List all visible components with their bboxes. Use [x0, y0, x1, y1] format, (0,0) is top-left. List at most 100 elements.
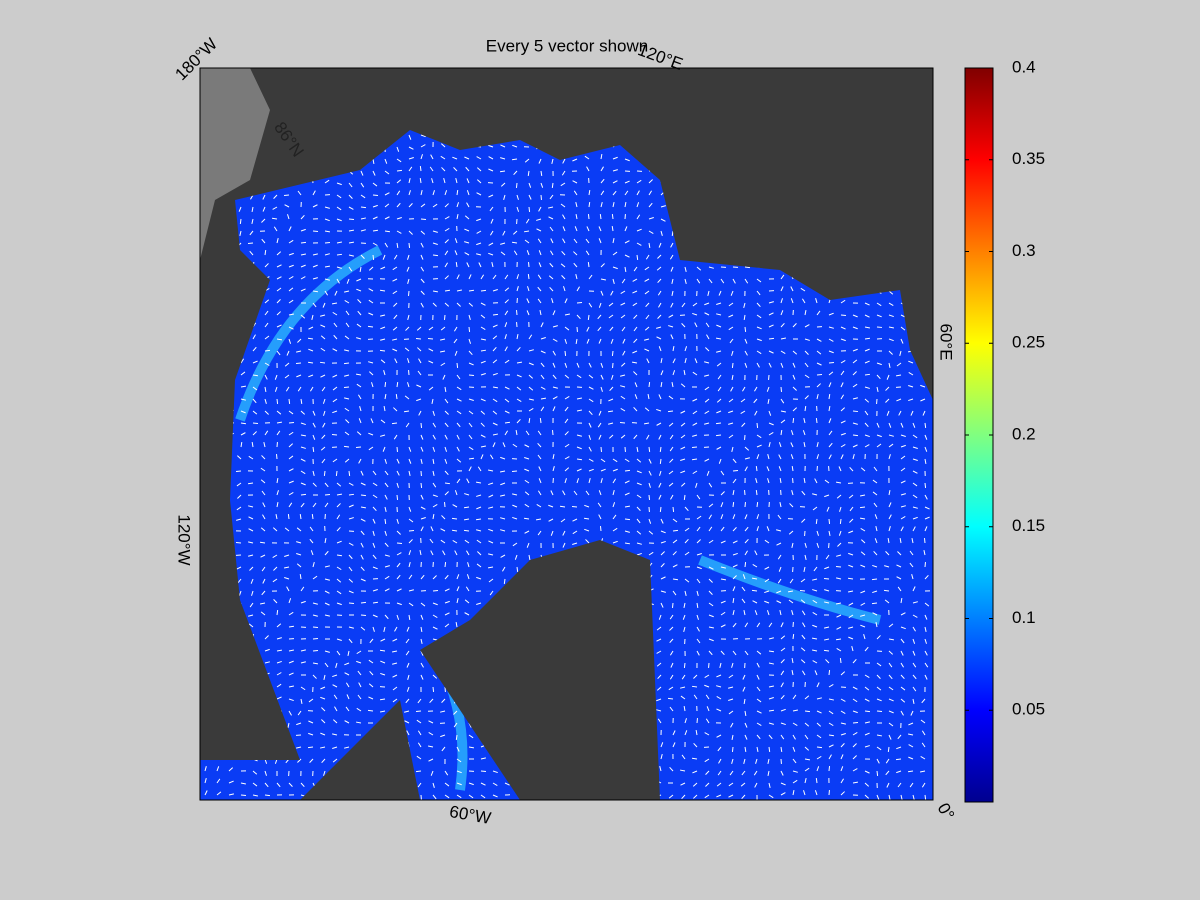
- vector: [656, 686, 662, 691]
- vector: [420, 506, 426, 510]
- vector: [456, 274, 460, 280]
- vector: [814, 478, 818, 484]
- vector: [828, 744, 834, 748]
- vector: [744, 362, 748, 368]
- vector: [300, 241, 307, 244]
- vector: [320, 732, 326, 736]
- vector: [768, 650, 775, 653]
- vector: [264, 374, 268, 380]
- vector: [308, 348, 314, 352]
- vector: [828, 754, 832, 760]
- vector: [708, 566, 714, 570]
- vector: [444, 410, 449, 415]
- vector: [644, 278, 650, 282]
- vector: [453, 722, 458, 728]
- vector: [524, 530, 530, 534]
- vector: [562, 214, 566, 220]
- vector: [524, 457, 530, 460]
- vector: [372, 170, 376, 176]
- vector: [728, 422, 734, 425]
- vector: [693, 694, 698, 700]
- vector: [312, 190, 316, 196]
- vector: [900, 515, 906, 520]
- vector: [588, 386, 594, 390]
- vector: [756, 290, 761, 296]
- vector: [384, 542, 389, 548]
- vector: [480, 338, 486, 341]
- vector: [624, 530, 630, 533]
- vector: [780, 286, 784, 292]
- vector: [372, 494, 378, 499]
- vector: [900, 650, 904, 656]
- vector: [384, 458, 387, 464]
- vector: [576, 468, 582, 472]
- vector: [468, 734, 474, 739]
- vector: [756, 662, 760, 668]
- vector: [322, 302, 326, 308]
- vector: [756, 734, 761, 740]
- vector: [791, 610, 794, 616]
- vector: [537, 454, 542, 460]
- vector: [240, 441, 243, 448]
- vector: [744, 526, 749, 532]
- vector: [537, 286, 542, 292]
- vector: [888, 422, 892, 428]
- vector: [696, 278, 701, 284]
- vector: [612, 502, 616, 508]
- vector: [523, 230, 530, 233]
- vector: [480, 454, 484, 460]
- vector: [441, 746, 446, 752]
- vector: [561, 170, 566, 176]
- vector: [264, 410, 269, 415]
- vector: [840, 743, 845, 748]
- vector: [648, 202, 653, 208]
- vector: [276, 338, 283, 341]
- vector: [355, 721, 362, 724]
- vector: [835, 602, 842, 605]
- vector: [368, 659, 374, 664]
- vector: [672, 730, 676, 736]
- vector: [420, 516, 426, 520]
- vector: [731, 362, 734, 369]
- vector: [852, 434, 859, 437]
- vector: [564, 338, 568, 344]
- vector: [503, 578, 506, 585]
- vector: [308, 326, 314, 330]
- vector: [392, 686, 398, 691]
- vector: [764, 600, 770, 604]
- vector: [297, 338, 302, 343]
- vector: [612, 468, 618, 472]
- vector: [576, 286, 580, 292]
- vector: [419, 165, 422, 172]
- vector: [261, 566, 266, 572]
- vector: [883, 589, 890, 592]
- vector: [732, 501, 735, 508]
- vector: [636, 446, 639, 453]
- vector: [588, 478, 591, 484]
- vector: [694, 322, 698, 328]
- vector: [864, 721, 870, 724]
- vector: [657, 278, 662, 284]
- vector: [656, 422, 662, 426]
- vector: [657, 674, 662, 680]
- vector: [607, 410, 614, 413]
- vector: [454, 350, 458, 356]
- vector: [492, 410, 498, 415]
- vector: [383, 626, 386, 632]
- vector: [816, 722, 822, 727]
- vector: [790, 286, 794, 292]
- vector: [456, 794, 462, 799]
- vector: [792, 323, 797, 328]
- vector: [429, 166, 434, 172]
- vector: [660, 742, 664, 748]
- vector: [288, 480, 294, 484]
- vector: [490, 218, 494, 224]
- vector: [465, 166, 470, 172]
- vector: [500, 157, 506, 160]
- vector: [336, 578, 342, 583]
- lon-label: 120°W: [175, 514, 194, 565]
- vector: [792, 770, 798, 773]
- vector: [456, 746, 460, 752]
- vector: [816, 746, 823, 749]
- vector: [683, 662, 686, 669]
